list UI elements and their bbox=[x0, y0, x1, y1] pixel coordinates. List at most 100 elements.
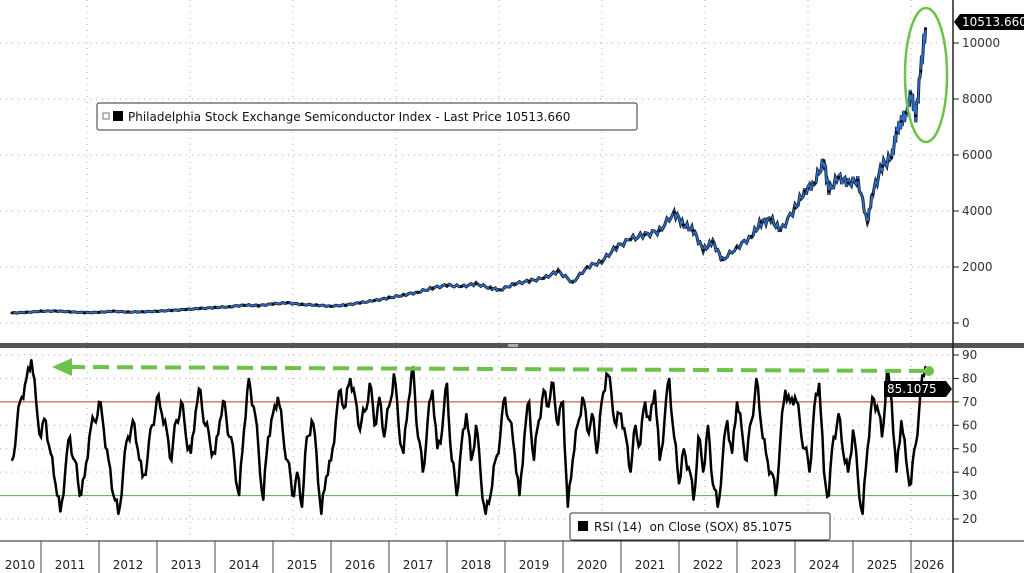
rsi-point bbox=[426, 419, 429, 422]
rsi-point bbox=[54, 483, 57, 485]
last-rsi-tag: 85.1075 bbox=[884, 381, 952, 397]
rsi-point bbox=[518, 494, 521, 497]
rsi-point bbox=[702, 471, 704, 473]
price-point bbox=[155, 309, 159, 313]
price-point bbox=[498, 288, 502, 292]
rsi-point bbox=[697, 436, 700, 438]
rsi-point bbox=[600, 401, 603, 403]
price-point bbox=[556, 269, 560, 273]
rsi-point bbox=[368, 382, 371, 384]
price-legend-text: Philadelphia Stock Exchange Semiconducto… bbox=[128, 110, 570, 124]
rsi-point bbox=[446, 382, 448, 384]
rsi-point bbox=[112, 494, 115, 497]
price-point bbox=[585, 265, 589, 269]
rsi-point bbox=[509, 419, 511, 422]
price-point bbox=[344, 303, 347, 307]
rsi-point bbox=[228, 436, 231, 438]
rsi-point bbox=[161, 412, 163, 415]
rsi-point bbox=[185, 436, 187, 438]
price-point bbox=[870, 192, 874, 196]
expand-icon[interactable] bbox=[102, 112, 110, 120]
price-point bbox=[914, 114, 918, 118]
price-point bbox=[682, 223, 686, 227]
price-point bbox=[286, 301, 289, 305]
price-tick-label: 2000 bbox=[962, 260, 993, 274]
panel-resize-handle[interactable] bbox=[508, 344, 518, 347]
rsi-point bbox=[238, 494, 240, 497]
rsi-end-marker bbox=[924, 366, 934, 376]
rsi-point bbox=[581, 396, 584, 398]
rsi-point bbox=[707, 424, 709, 427]
legend-swatch bbox=[113, 111, 123, 121]
price-point bbox=[170, 308, 173, 312]
price-point bbox=[474, 282, 478, 286]
svg-text:10513.660: 10513.660 bbox=[962, 15, 1024, 29]
rsi-point bbox=[852, 429, 854, 431]
price-point bbox=[10, 311, 14, 315]
rsi-point bbox=[634, 424, 637, 427]
rsi-point bbox=[741, 429, 743, 431]
arrow-head-icon bbox=[52, 358, 72, 376]
x-tick-label: 2018 bbox=[461, 558, 492, 572]
rsi-point bbox=[610, 391, 613, 394]
rsi-point bbox=[789, 401, 791, 403]
price-point bbox=[242, 303, 246, 307]
rsi-point bbox=[214, 452, 216, 455]
rsi-point bbox=[252, 405, 255, 408]
rsi-point bbox=[586, 429, 588, 431]
rsi-point bbox=[451, 459, 453, 462]
rsi-point bbox=[25, 377, 28, 380]
rsi-point bbox=[11, 459, 13, 462]
rsi-point bbox=[813, 405, 816, 408]
rsi-point bbox=[175, 419, 178, 422]
rsi-point bbox=[383, 436, 385, 438]
rsi-point bbox=[808, 471, 811, 473]
rsi-point bbox=[103, 429, 105, 431]
price-point bbox=[822, 159, 826, 163]
x-tick-label: 2026 bbox=[914, 558, 945, 572]
rsi-point bbox=[900, 419, 903, 422]
price-point bbox=[329, 304, 333, 308]
rsi-point bbox=[233, 459, 236, 462]
rsi-point bbox=[716, 506, 719, 509]
rsi-point bbox=[605, 372, 608, 375]
rsi-tick-label: 80 bbox=[962, 371, 977, 385]
rsi-point bbox=[750, 419, 753, 422]
price-point bbox=[126, 310, 130, 314]
rsi-point bbox=[344, 405, 347, 408]
rsi-point bbox=[88, 436, 91, 438]
rsi-point bbox=[480, 476, 482, 478]
price-tick-label: 4000 bbox=[962, 204, 993, 218]
price-point bbox=[83, 311, 86, 315]
price-point bbox=[658, 229, 662, 233]
rsi-point bbox=[847, 471, 849, 473]
rsi-point bbox=[296, 471, 298, 473]
price-line bbox=[11, 28, 927, 314]
rsi-point bbox=[306, 436, 308, 438]
rsi-point bbox=[770, 471, 772, 473]
rsi-point bbox=[876, 405, 878, 408]
rsi-point bbox=[596, 452, 598, 455]
price-point bbox=[721, 258, 724, 262]
rsi-tick-label: 90 bbox=[962, 348, 977, 362]
rsi-point bbox=[910, 483, 912, 485]
x-tick-label: 2014 bbox=[229, 558, 260, 572]
rsi-point bbox=[857, 476, 859, 478]
rsi-point bbox=[219, 419, 221, 422]
x-tick-label: 2017 bbox=[403, 558, 434, 572]
rsi-point bbox=[736, 401, 738, 403]
x-ticks: 2010 2011 2012 2013 2014 2015 2016 2017 2018 2019… bbox=[5, 541, 945, 573]
rsi-point bbox=[16, 424, 18, 427]
rsi-point bbox=[373, 424, 376, 427]
price-point bbox=[571, 280, 575, 284]
rsi-point bbox=[828, 494, 830, 497]
rsi-point bbox=[552, 382, 555, 384]
rsi-point bbox=[629, 471, 632, 473]
price-point bbox=[895, 131, 898, 135]
price-point bbox=[199, 306, 202, 310]
price-tick-label: 10000 bbox=[962, 36, 1000, 50]
rsi-point bbox=[731, 452, 733, 455]
price-point bbox=[827, 189, 831, 193]
x-tick-label: 2010 bbox=[5, 558, 36, 572]
rsi-point bbox=[286, 459, 289, 462]
